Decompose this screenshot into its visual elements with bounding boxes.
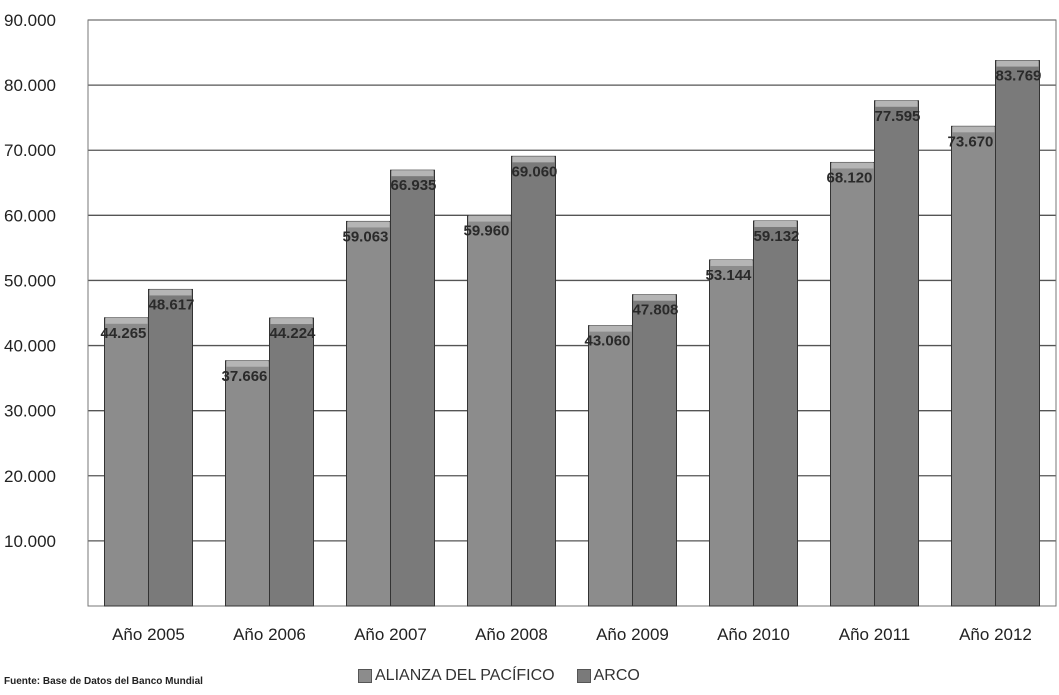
data-label-arco: 44.224	[270, 325, 317, 342]
bar-alianza	[709, 259, 754, 607]
legend-item-alianza: ALIANZA DEL PACÍFICO	[358, 667, 555, 685]
bar-top-edge	[754, 220, 797, 227]
bar-alianza	[225, 360, 270, 607]
source-note: Fuente: Base de Datos del Banco Mundial	[4, 676, 203, 687]
bar-top-edge	[633, 294, 676, 301]
y-tick-label: 10.000	[4, 532, 56, 551]
data-label-alianza: 43.060	[585, 333, 631, 350]
data-label-arco: 48.617	[149, 296, 195, 313]
data-label-arco: 66.935	[391, 177, 437, 194]
bar-top-edge	[226, 360, 269, 367]
bar-top-edge	[149, 289, 192, 296]
legend: ALIANZA DEL PACÍFICO ARCO	[358, 667, 640, 685]
legend-swatch-alianza	[358, 669, 372, 683]
bar-top-edge	[875, 100, 918, 107]
bars	[104, 60, 1040, 607]
x-category-label: Año 2009	[596, 625, 669, 644]
x-category-label: Año 2008	[475, 625, 548, 644]
legend-label-alianza: ALIANZA DEL PACÍFICO	[375, 667, 555, 684]
bar-arco	[995, 60, 1040, 607]
data-label-arco: 77.595	[875, 108, 921, 125]
y-tick-label: 30.000	[4, 402, 56, 421]
x-category-label: Año 2010	[717, 625, 790, 644]
data-label-arco: 83.769	[996, 68, 1042, 85]
bar-arco	[148, 288, 193, 607]
bar-arco	[874, 100, 919, 607]
bar-top-edge	[589, 325, 632, 332]
data-label-alianza: 59.960	[464, 223, 510, 240]
legend-label-arco: ARCO	[593, 667, 640, 684]
bar-top-edge	[391, 170, 434, 177]
data-label-alianza: 68.120	[827, 169, 873, 186]
bar-arco	[269, 317, 314, 607]
bar-alianza	[951, 125, 996, 607]
data-label-alianza: 53.144	[706, 267, 753, 284]
y-tick-label: 50.000	[4, 271, 56, 290]
data-label-alianza: 37.666	[222, 368, 268, 385]
x-category-label: Año 2012	[959, 625, 1032, 644]
bar-alianza	[467, 215, 512, 607]
y-tick-label: 90.000	[4, 11, 56, 30]
bar-top-edge	[996, 60, 1039, 67]
bar-alianza	[830, 161, 875, 607]
data-label-alianza: 59.063	[343, 228, 389, 245]
bar-alianza	[104, 317, 149, 607]
bar-alianza	[588, 325, 633, 607]
axes: 10.000 20.000 30.000 40.000 50.000 60.000 70.0…	[4, 11, 1057, 644]
y-tick-label: 60.000	[4, 206, 56, 225]
bar-arco	[511, 155, 556, 607]
plot-frame	[87, 19, 1057, 607]
bar-top-edge	[347, 221, 390, 228]
x-category-label: Año 2011	[839, 625, 911, 644]
bar-arco	[753, 220, 798, 607]
bar-arco	[390, 169, 435, 607]
bar-top-edge	[831, 162, 874, 169]
y-tick-label: 20.000	[4, 467, 56, 486]
bar-top-edge	[105, 317, 148, 324]
x-category-label: Año 2007	[354, 625, 427, 644]
legend-swatch-arco	[576, 669, 591, 683]
data-label-alianza: 44.265	[101, 325, 147, 342]
bar-top-edge	[952, 126, 995, 133]
y-tick-label: 80.000	[4, 76, 56, 95]
y-tick-label: 40.000	[4, 337, 56, 356]
bar-arco	[632, 294, 677, 607]
legend-item-arco: ARCO	[576, 667, 640, 685]
bar-alianza	[346, 220, 391, 607]
bar-top-edge	[710, 259, 753, 266]
bar-top-edge	[270, 318, 313, 325]
x-category-label: Año 2005	[112, 625, 185, 644]
y-tick-label: 70.000	[4, 141, 56, 160]
data-label-alianza: 73.670	[948, 133, 994, 150]
x-category-label: Año 2006	[233, 625, 306, 644]
data-label-arco: 47.808	[633, 302, 679, 319]
bar-top-edge	[468, 215, 511, 222]
data-label-arco: 69.060	[512, 163, 558, 180]
bar-top-edge	[512, 156, 555, 163]
data-label-arco: 59.132	[754, 228, 800, 245]
